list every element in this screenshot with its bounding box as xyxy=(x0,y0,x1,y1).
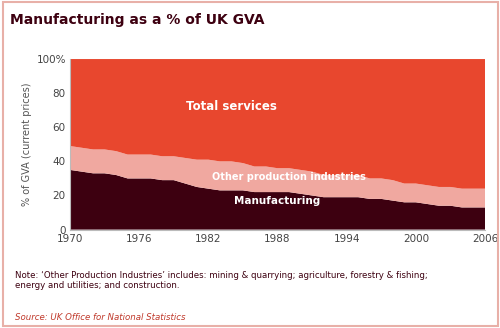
Text: Manufacturing as a % of UK GVA: Manufacturing as a % of UK GVA xyxy=(10,13,264,27)
Text: Source: UK Office for National Statistics: Source: UK Office for National Statistic… xyxy=(15,313,185,322)
Text: Total services: Total services xyxy=(186,100,277,113)
Y-axis label: % of GVA (current prices): % of GVA (current prices) xyxy=(22,83,32,206)
Text: Note: ‘Other Production Industries’ includes: mining & quarrying; agriculture, f: Note: ‘Other Production Industries’ incl… xyxy=(15,271,428,290)
Text: Other production industries: Other production industries xyxy=(212,172,366,182)
Text: Manufacturing: Manufacturing xyxy=(234,195,320,206)
